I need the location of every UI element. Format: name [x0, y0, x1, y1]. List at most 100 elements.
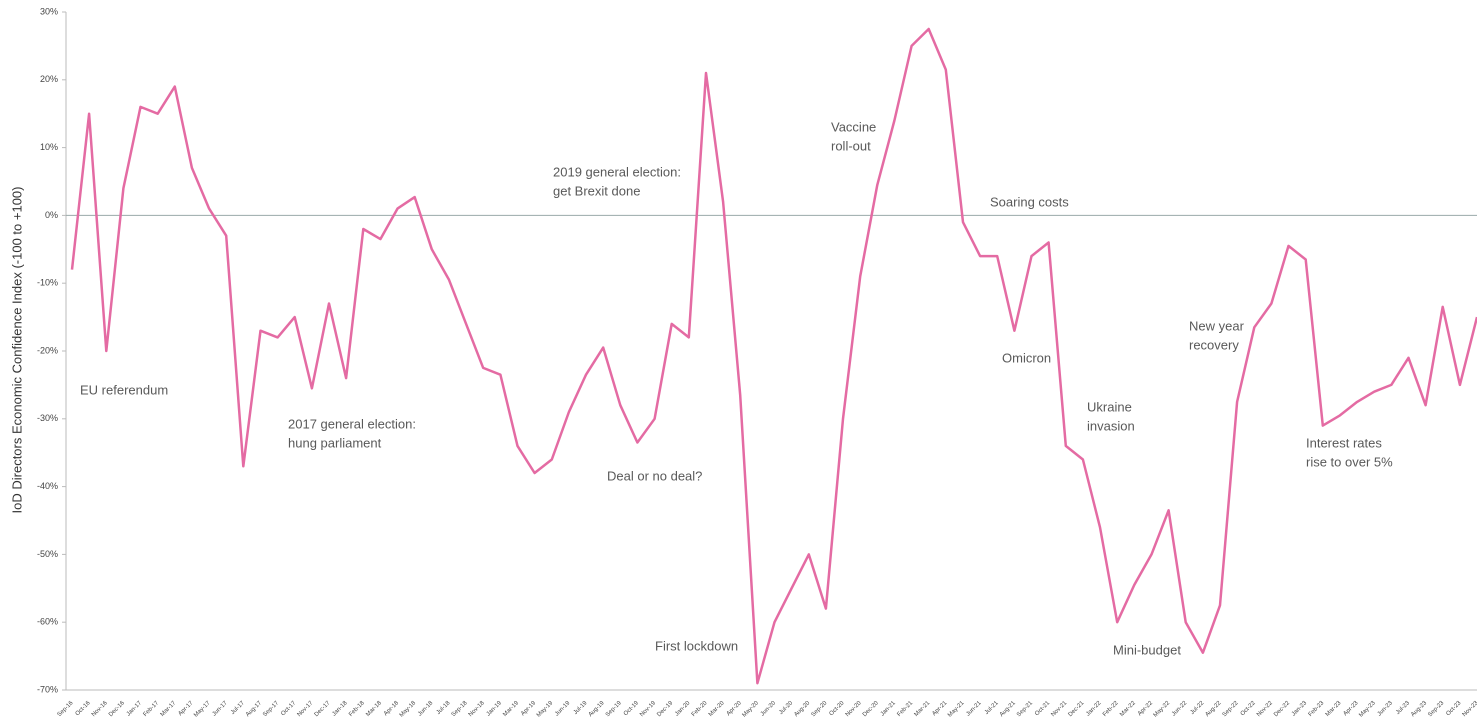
- x-tick-label: Oct-20: [829, 700, 846, 717]
- x-tick-label: Jun-23: [1377, 700, 1395, 718]
- annotation: 2017 general election:: [288, 416, 416, 431]
- y-tick-label: 10%: [40, 142, 58, 152]
- x-tick-label: Jan-23: [1291, 700, 1309, 718]
- x-tick-label: Nov-19: [639, 700, 657, 718]
- annotation: Soaring costs: [990, 194, 1069, 209]
- annotation: get Brexit done: [553, 183, 640, 198]
- x-tick-label: Jan-20: [674, 700, 692, 718]
- x-tick-label: Dec-22: [1273, 700, 1291, 718]
- annotation: Ukraine: [1087, 399, 1132, 414]
- annotation: invasion: [1087, 418, 1135, 433]
- annotation: Vaccine: [831, 119, 876, 134]
- x-tick-label: Sep-22: [1222, 700, 1240, 718]
- y-tick-label: 20%: [40, 74, 58, 84]
- x-tick-label: Jan-18: [331, 700, 349, 718]
- x-tick-label: Jul-23: [1395, 700, 1411, 716]
- x-tick-label: Feb-20: [691, 700, 709, 718]
- annotation: 2019 general election:: [553, 164, 681, 179]
- x-tick-label: Oct-22: [1240, 700, 1257, 717]
- annotation: roll-out: [831, 138, 871, 153]
- x-tick-label: Jan-17: [126, 700, 144, 718]
- x-tick-label: Aug-19: [588, 700, 606, 718]
- x-tick-label: Nov-20: [845, 700, 863, 718]
- x-tick-label: Mar-17: [160, 700, 178, 718]
- x-tick-label: Dec-17: [314, 700, 332, 718]
- x-tick-label: Jul-17: [230, 700, 246, 716]
- x-tick-label: Jun-19: [554, 700, 572, 718]
- x-tick-label: Sep-20: [811, 700, 829, 718]
- annotation: New year: [1189, 318, 1245, 333]
- annotation: rise to over 5%: [1306, 454, 1393, 469]
- x-tick-label: Feb-18: [348, 700, 366, 718]
- annotation: First lockdown: [655, 638, 738, 653]
- y-tick-label: -70%: [37, 684, 58, 694]
- y-tick-label: 30%: [40, 6, 58, 16]
- y-axis-label: IoD Directors Economic Confidence Index …: [9, 187, 24, 514]
- x-tick-label: Nov-17: [296, 700, 314, 718]
- y-tick-label: -30%: [37, 413, 58, 423]
- x-tick-label: Aug-22: [1205, 700, 1223, 718]
- x-tick-label: Nov-21: [1050, 700, 1068, 718]
- y-tick-label: 0%: [45, 210, 58, 220]
- x-tick-label: Jul-20: [778, 700, 794, 716]
- x-tick-label: May-22: [1153, 700, 1172, 719]
- x-tick-label: Jan-21: [880, 700, 898, 718]
- x-tick-label: Aug-23: [1410, 700, 1428, 718]
- x-tick-label: May-23: [1358, 700, 1377, 719]
- x-tick-label: Sep-16: [57, 700, 75, 718]
- x-tick-label: Mar-18: [365, 700, 383, 718]
- x-tick-label: Oct-16: [75, 700, 92, 717]
- annotation: Mini-budget: [1113, 642, 1181, 657]
- x-tick-label: May-21: [947, 700, 966, 719]
- x-tick-label: Oct-23: [1445, 700, 1462, 717]
- x-tick-label: Jun-21: [965, 700, 983, 718]
- x-tick-label: Jun-22: [1171, 700, 1189, 718]
- x-tick-label: Jan-22: [1085, 700, 1103, 718]
- x-tick-label: Jun-17: [212, 700, 230, 718]
- x-tick-label: Dec-16: [108, 700, 126, 718]
- x-tick-label: Jun-18: [417, 700, 435, 718]
- x-tick-label: Sep-18: [451, 700, 469, 718]
- x-tick-label: Mar-22: [1119, 700, 1137, 718]
- x-tick-label: Sep-21: [1016, 700, 1034, 718]
- x-tick-label: Feb-21: [896, 700, 914, 718]
- x-tick-label: May-19: [536, 700, 555, 719]
- x-tick-label: Sep-23: [1427, 700, 1445, 718]
- x-tick-label: Sep-19: [605, 700, 623, 718]
- x-tick-label: Jul-19: [573, 700, 589, 716]
- x-tick-label: Mar-23: [1325, 700, 1343, 718]
- annotation: Omicron: [1002, 350, 1051, 365]
- x-tick-label: Aug-21: [999, 700, 1017, 718]
- annotation: EU referendum: [80, 382, 168, 397]
- y-tick-label: -10%: [37, 278, 58, 288]
- x-tick-label: Dec-20: [862, 700, 880, 718]
- x-tick-label: Nov-23: [1462, 700, 1477, 718]
- x-tick-label: May-20: [742, 700, 761, 719]
- y-tick-label: -40%: [37, 481, 58, 491]
- x-tick-label: Dec-21: [1068, 700, 1086, 718]
- y-tick-label: -20%: [37, 345, 58, 355]
- x-tick-label: Nov-18: [468, 700, 486, 718]
- annotation: hung parliament: [288, 435, 382, 450]
- x-tick-label: Mar-20: [708, 700, 726, 718]
- x-tick-label: Jul-18: [436, 700, 452, 716]
- x-tick-label: Mar-19: [502, 700, 520, 718]
- y-tick-label: -60%: [37, 617, 58, 627]
- annotation: recovery: [1189, 337, 1239, 352]
- annotation: Interest rates: [1306, 435, 1382, 450]
- annotation: Deal or no deal?: [607, 468, 702, 483]
- x-tick-label: Sep-17: [262, 700, 280, 718]
- x-tick-label: May-18: [399, 700, 418, 719]
- x-tick-label: Oct-19: [623, 700, 640, 717]
- x-tick-label: Nov-16: [91, 700, 109, 718]
- x-tick-label: May-17: [193, 700, 212, 719]
- x-tick-label: Nov-22: [1256, 700, 1274, 718]
- x-tick-label: Jan-19: [486, 700, 504, 718]
- x-tick-label: Oct-21: [1034, 700, 1051, 717]
- x-tick-label: Aug-20: [793, 700, 811, 718]
- data-line: [70, 27, 1477, 685]
- x-tick-label: Mar-21: [914, 700, 932, 718]
- x-tick-label: Oct-17: [280, 700, 297, 717]
- x-tick-label: Feb-22: [1102, 700, 1120, 718]
